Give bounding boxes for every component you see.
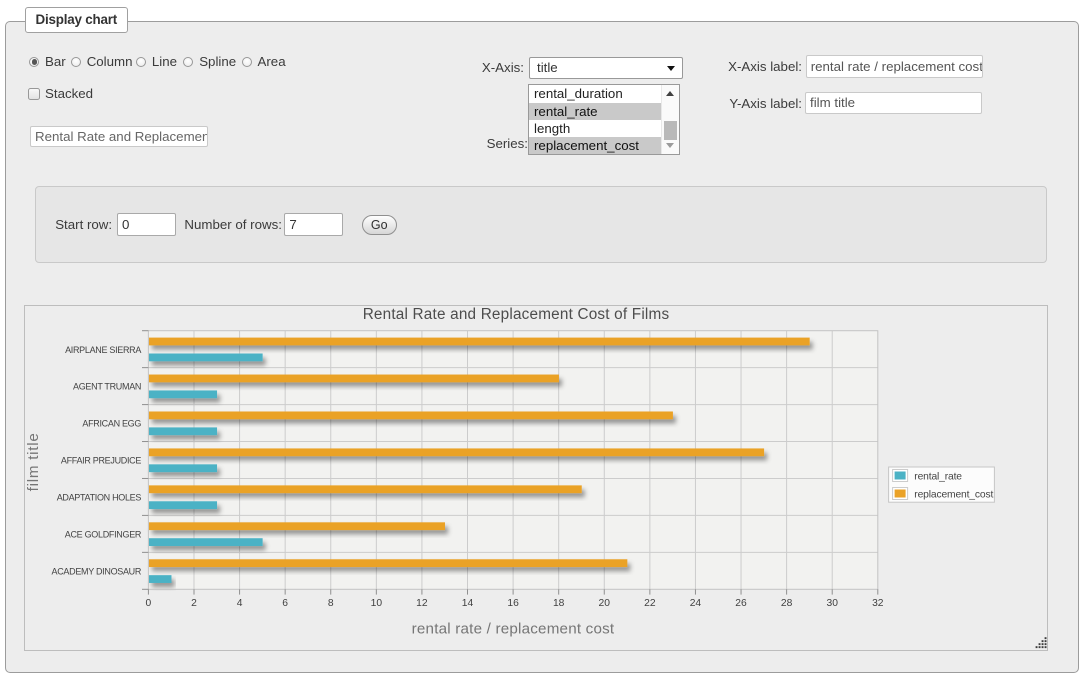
- svg-text:ACADEMY DINOSAUR: ACADEMY DINOSAUR: [51, 566, 141, 576]
- svg-text:AFFAIR PREJUDICE: AFFAIR PREJUDICE: [61, 455, 142, 465]
- svg-text:ACE GOLDFINGER: ACE GOLDFINGER: [65, 529, 142, 539]
- svg-text:18: 18: [553, 597, 565, 608]
- svg-text:AGENT TRUMAN: AGENT TRUMAN: [73, 381, 141, 391]
- svg-text:Rental Rate and Replacement Co: Rental Rate and Replacement Cost of Film…: [363, 306, 670, 323]
- svg-text:20: 20: [598, 597, 610, 608]
- svg-text:12: 12: [416, 597, 428, 608]
- svg-text:rental rate / replacement cost: rental rate / replacement cost: [412, 620, 615, 637]
- svg-text:0: 0: [145, 597, 151, 608]
- svg-text:30: 30: [826, 597, 838, 608]
- svg-text:28: 28: [781, 597, 793, 608]
- svg-text:4: 4: [237, 597, 243, 608]
- svg-text:32: 32: [872, 597, 884, 608]
- svg-text:8: 8: [328, 597, 334, 608]
- svg-text:AFRICAN EGG: AFRICAN EGG: [82, 418, 141, 428]
- svg-text:22: 22: [644, 597, 656, 608]
- svg-text:ADAPTATION HOLES: ADAPTATION HOLES: [57, 492, 142, 502]
- svg-text:film title: film title: [25, 432, 42, 491]
- svg-text:rental_rate: rental_rate: [914, 471, 962, 482]
- svg-text:24: 24: [690, 597, 702, 608]
- svg-text:2: 2: [191, 597, 197, 608]
- svg-text:6: 6: [282, 597, 288, 608]
- svg-text:AIRPLANE SIERRA: AIRPLANE SIERRA: [65, 344, 141, 354]
- svg-text:26: 26: [735, 597, 747, 608]
- svg-text:10: 10: [370, 597, 382, 608]
- svg-text:16: 16: [507, 597, 519, 608]
- svg-text:14: 14: [462, 597, 474, 608]
- svg-text:replacement_cost: replacement_cost: [914, 489, 993, 500]
